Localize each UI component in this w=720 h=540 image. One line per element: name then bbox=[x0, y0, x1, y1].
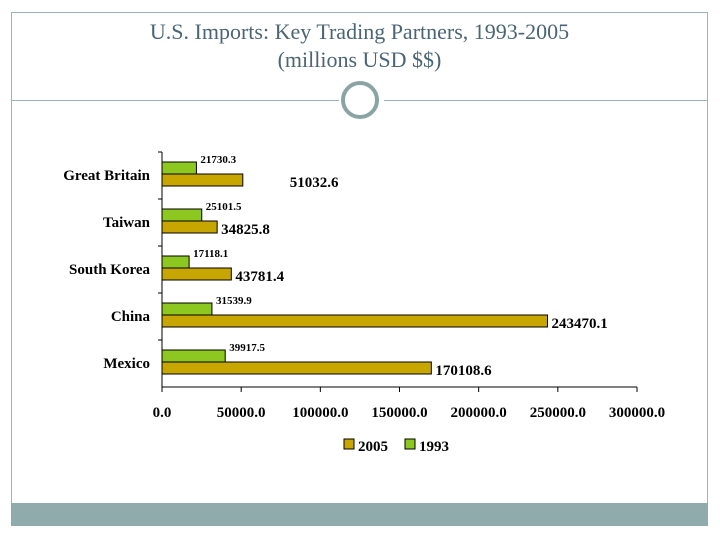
x-tick-label: 250000.0 bbox=[530, 405, 586, 421]
data-label-2005: 51032.6 bbox=[290, 175, 339, 191]
legend-swatch-1993 bbox=[404, 438, 416, 450]
data-label-2005: 43781.4 bbox=[235, 269, 284, 285]
bar-1993-4 bbox=[161, 349, 226, 363]
ring-ornament-icon bbox=[341, 81, 379, 119]
x-tick-label: 300000.0 bbox=[609, 405, 665, 421]
bar-1993-3 bbox=[161, 302, 213, 316]
bar-1993-0 bbox=[161, 161, 197, 175]
title-divider-right bbox=[384, 100, 708, 101]
category-label: China bbox=[111, 309, 151, 325]
data-label-2005: 170108.6 bbox=[435, 363, 492, 379]
bar-2005-3 bbox=[161, 314, 548, 328]
x-tick-label: 50000.0 bbox=[217, 405, 266, 421]
x-tick-label: 150000.0 bbox=[371, 405, 427, 421]
bar-2005-4 bbox=[161, 361, 432, 375]
data-label-1993: 39917.5 bbox=[229, 342, 265, 354]
legend-label-1993: 1993 bbox=[419, 439, 449, 455]
chart-legend: 2005 1993 bbox=[343, 438, 449, 455]
chart-labels: Great Britain 21730.3 51032.6 Taiwan 25101.5… bbox=[63, 154, 665, 421]
bar-2005-2 bbox=[161, 267, 232, 281]
title-line-1: U.S. Imports: Key Trading Partners, 1993… bbox=[149, 19, 570, 44]
legend-label-2005: 2005 bbox=[358, 439, 388, 455]
footer-bar bbox=[11, 503, 708, 526]
chart-bars bbox=[161, 161, 548, 375]
legend-swatch-2005 bbox=[343, 438, 355, 450]
data-label-1993: 21730.3 bbox=[200, 154, 236, 166]
category-label: Great Britain bbox=[63, 168, 150, 184]
x-tick-label: 200000.0 bbox=[451, 405, 507, 421]
data-label-1993: 25101.5 bbox=[206, 201, 242, 213]
title-line-2: (millions USD $$) bbox=[277, 47, 442, 72]
data-label-2005: 243470.1 bbox=[551, 316, 607, 332]
x-tick-label: 0.0 bbox=[153, 405, 172, 421]
bar-1993-2 bbox=[161, 255, 190, 269]
bar-1993-1 bbox=[161, 208, 203, 222]
slide-title: U.S. Imports: Key Trading Partners, 1993… bbox=[11, 18, 708, 74]
category-label: Taiwan bbox=[103, 215, 151, 231]
x-tick-label: 100000.0 bbox=[292, 405, 348, 421]
data-label-1993: 17118.1 bbox=[193, 248, 228, 260]
data-label-1993: 31539.9 bbox=[216, 295, 252, 307]
chart-axes bbox=[158, 151, 638, 392]
category-label: South Korea bbox=[69, 262, 150, 278]
category-label: Mexico bbox=[103, 356, 150, 372]
data-label-2005: 34825.8 bbox=[221, 222, 270, 238]
title-divider-left bbox=[11, 100, 339, 101]
bar-2005-0 bbox=[161, 173, 244, 187]
bar-2005-1 bbox=[161, 220, 218, 234]
